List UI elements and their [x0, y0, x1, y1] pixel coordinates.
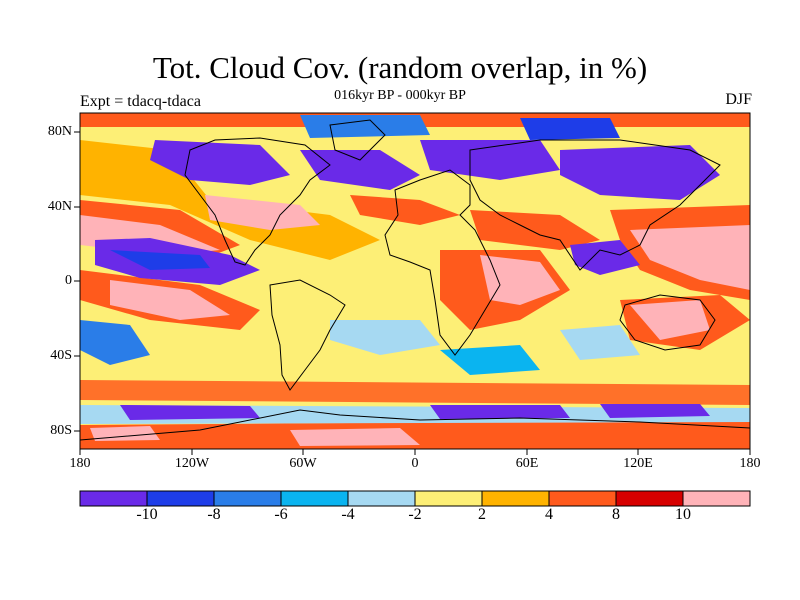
greenland-outline	[329, 119, 386, 161]
map-field	[80, 113, 750, 449]
lon-label-180w: 180	[69, 456, 91, 471]
negative-anomaly-regions	[80, 115, 750, 424]
lon-label-60w: 60W	[289, 456, 317, 471]
lon-label-120w: 120W	[174, 456, 210, 471]
lon-label-0: 0	[411, 456, 419, 471]
north-america-outline	[184, 137, 331, 266]
lat-label-40s: 40S	[50, 348, 72, 363]
colorbar-label: 4	[545, 506, 553, 523]
colorbar-label: 8	[612, 506, 620, 523]
colorbar-label: 10	[675, 506, 691, 523]
colorbar-label: -8	[207, 506, 221, 523]
south-america-outline	[269, 279, 346, 391]
lon-label-60e: 60E	[515, 456, 539, 471]
europe-africa-outline	[384, 169, 501, 356]
asia-outline	[469, 139, 721, 271]
colorbar-label: -4	[341, 506, 355, 523]
experiment-label: Expt = tdacq-tdaca	[80, 93, 201, 110]
colorbar-label: -6	[274, 506, 288, 523]
lat-label-80s: 80S	[50, 423, 72, 438]
colorbar-label: -2	[408, 506, 422, 523]
lon-label-120e: 120E	[623, 456, 653, 471]
lat-label-40n: 40N	[47, 199, 72, 214]
australia-outline	[619, 294, 716, 351]
colorbar-label: 2	[478, 506, 486, 523]
colorbar-label: -10	[136, 506, 158, 523]
axis-ticks	[74, 131, 751, 455]
season-label: DJF	[725, 91, 752, 108]
map-subtitle: 016kyr BP - 000kyr BP	[334, 88, 466, 103]
lat-label-0: 0	[65, 273, 72, 288]
lat-label-80n: 80N	[47, 124, 72, 139]
continent-outlines	[80, 119, 750, 441]
lon-label-180e: 180	[739, 456, 761, 471]
map-title: Tot. Cloud Cov. (random overlap, in %)	[152, 50, 648, 85]
antarctica-outline	[80, 409, 750, 441]
